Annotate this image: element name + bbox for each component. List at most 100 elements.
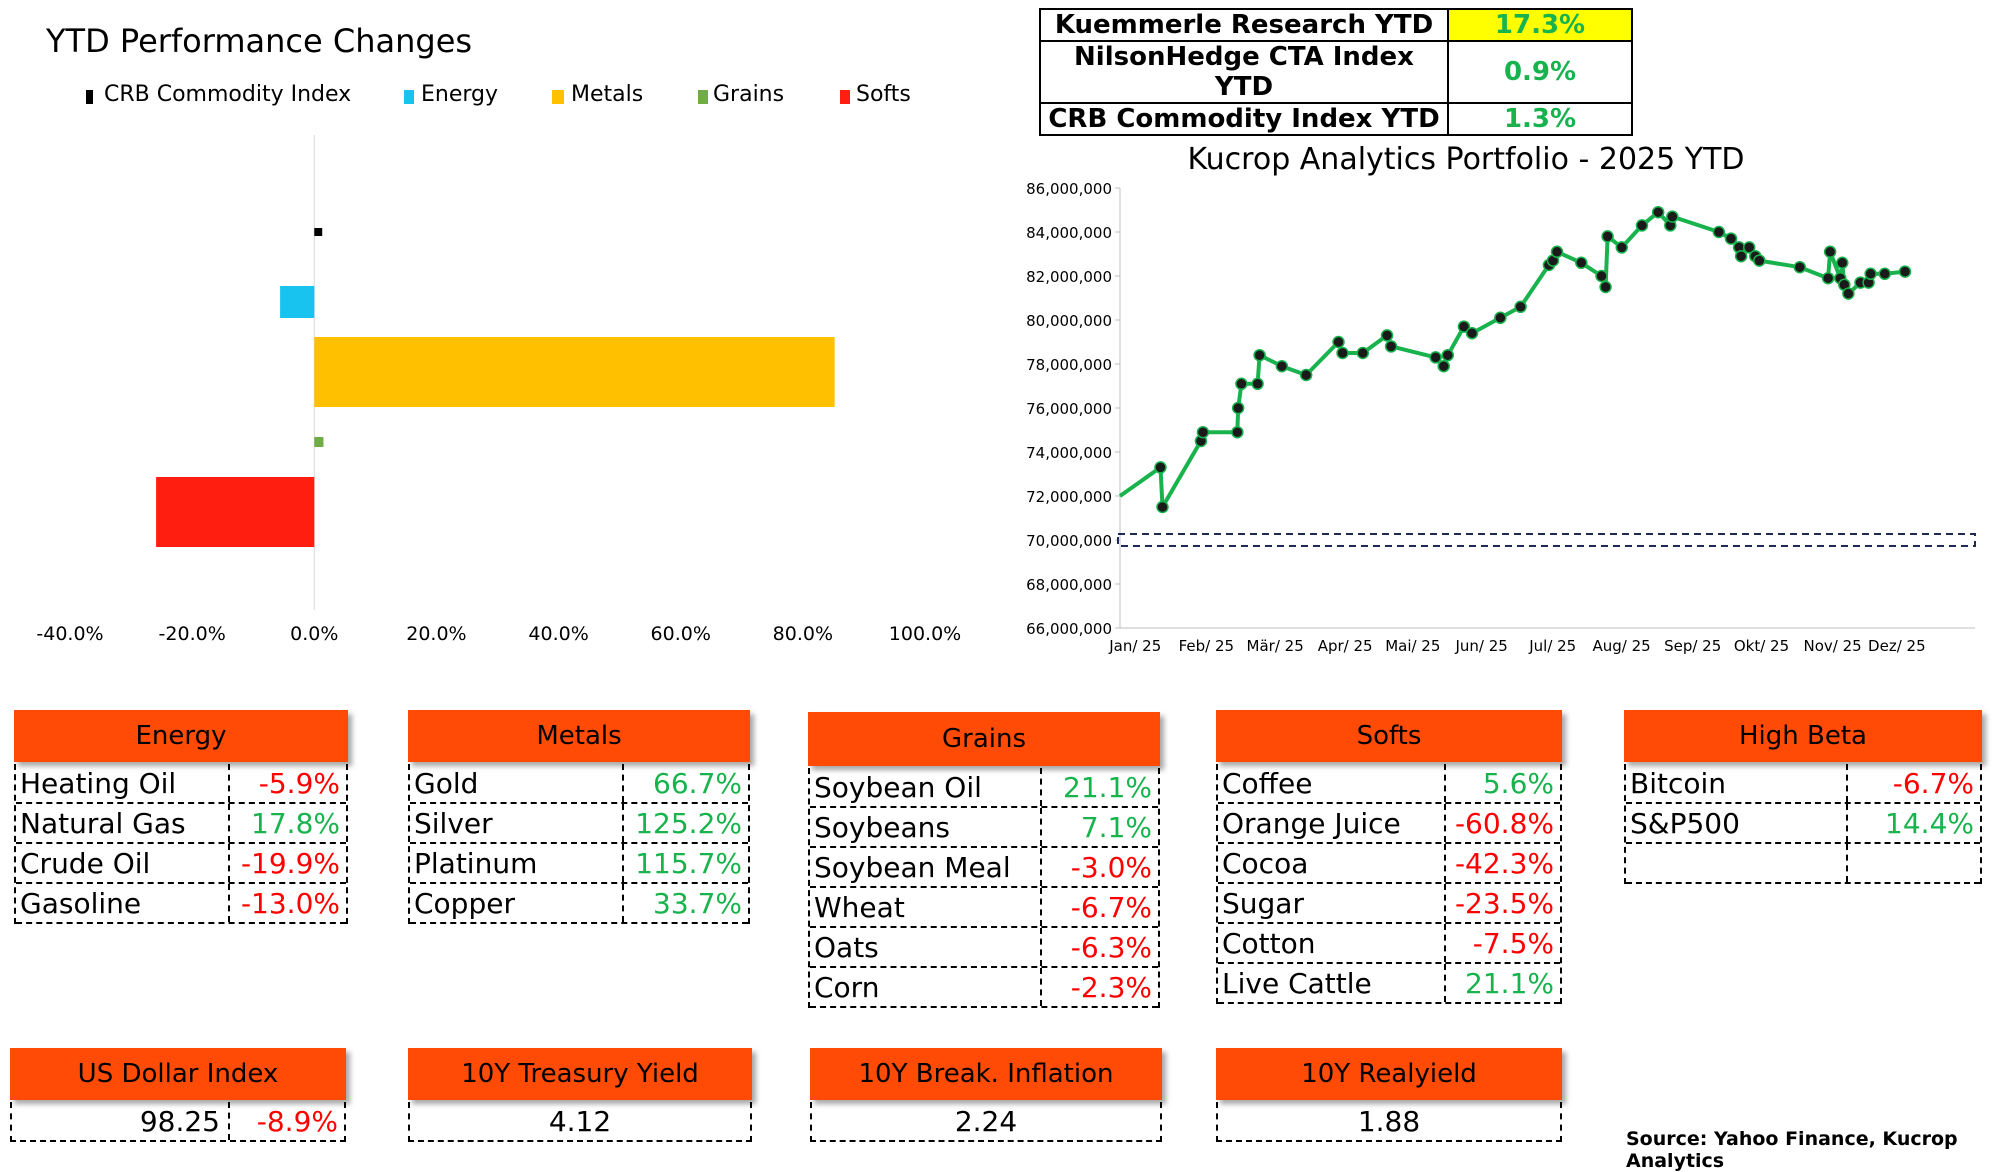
- legend-swatch-grains: [698, 90, 708, 104]
- data-point: [1384, 340, 1398, 353]
- commodity-name: Coffee: [1218, 764, 1446, 802]
- data-point: [1441, 348, 1455, 362]
- commodity-name: Gold: [410, 764, 624, 802]
- commodity-change: 7.1%: [1080, 810, 1152, 844]
- data-point: [1635, 219, 1649, 232]
- commodity-change: 17.8%: [251, 806, 340, 840]
- table-row: Soybeans 7.1%: [810, 808, 1158, 848]
- table-row: S&P500 14.4%: [1626, 804, 1980, 844]
- ytd-performance-title: YTD Performance Changes: [46, 22, 473, 60]
- x-tick-label: Apr/ 25: [1318, 637, 1373, 655]
- portfolio-chart-title: Kucrop Analytics Portfolio - 2025 YTD: [1187, 142, 1745, 177]
- x-tick-label: Dez/ 25: [1868, 637, 1926, 655]
- data-point: [1251, 377, 1264, 391]
- x-tick-label: 0.0%: [290, 623, 338, 645]
- ytd-value-crb: 1.3%: [1447, 102, 1633, 136]
- table-row: Cocoa -42.3%: [1218, 844, 1560, 884]
- y-tick-label: 78,000,000: [1026, 356, 1112, 374]
- table-row: Wheat -6.7%: [810, 888, 1158, 928]
- data-point: [1154, 461, 1167, 474]
- data-point: [1601, 230, 1614, 243]
- table-row: Natural Gas 17.8%: [16, 804, 346, 844]
- commodity-name: Soybean Meal: [810, 848, 1042, 886]
- table-row: Sugar -23.5%: [1218, 884, 1560, 924]
- x-tick-label: Mär/ 25: [1247, 637, 1304, 655]
- commodity-change: 21.1%: [1465, 966, 1554, 1000]
- commodity-name: Silver: [410, 804, 624, 842]
- commodity-name: Orange Juice: [1218, 804, 1446, 842]
- commodity-change: -60.8%: [1454, 806, 1554, 840]
- y-tick-label: 82,000,000: [1026, 268, 1112, 286]
- commodity-name: Wheat: [810, 888, 1042, 926]
- bar-energy: [280, 286, 315, 318]
- legend-label: Energy: [421, 82, 499, 107]
- realyield-value-row: 1.88: [1216, 1102, 1562, 1142]
- y-tick-label: 72,000,000: [1026, 488, 1112, 506]
- data-point: [1724, 232, 1738, 245]
- bar-softs: [156, 477, 315, 547]
- commodity-name: Gasoline: [16, 884, 230, 922]
- energy-header: Energy: [14, 710, 348, 762]
- x-tick-label: Jun/ 25: [1454, 637, 1507, 655]
- y-tick-label: 70,000,000: [1026, 532, 1112, 550]
- data-point: [1299, 368, 1313, 382]
- data-point: [1599, 280, 1612, 294]
- y-tick-label: 84,000,000: [1026, 224, 1112, 242]
- commodity-change: -6.7%: [1070, 890, 1152, 924]
- table-row: Bitcoin -6.7%: [1626, 764, 1980, 804]
- commodity-name: Copper: [410, 884, 624, 922]
- legend-swatch-softs: [840, 90, 850, 104]
- asset-name: S&P500: [1626, 804, 1848, 842]
- data-point: [1575, 256, 1588, 270]
- high-beta-rows: Bitcoin -6.7% S&P500 14.4%: [1624, 764, 1982, 884]
- table-row: Orange Juice -60.8%: [1218, 804, 1560, 844]
- grains-rows: Soybean Oil 21.1% Soybeans 7.1% Soybean Me…: [808, 768, 1160, 1008]
- metals-rows: Gold 66.7% Silver 125.2% Platinum 115.7% Co…: [408, 764, 750, 924]
- legend-swatch-energy: [404, 90, 414, 104]
- ytd-summary-table: Kuemmerle Research YTD 17.3% NilsonHedge…: [1039, 8, 1633, 136]
- table-row: Platinum 115.7%: [410, 844, 748, 884]
- data-point: [1666, 210, 1679, 223]
- break-inflation-header: 10Y Break. Inflation: [810, 1048, 1162, 1100]
- softs-table: Softs Coffee 5.6% Orange Juice -60.8% Coco…: [1216, 710, 1562, 1004]
- data-point: [1380, 329, 1394, 342]
- data-point: [1494, 311, 1507, 325]
- x-tick-label: Feb/ 25: [1179, 637, 1234, 655]
- high-beta-header: High Beta: [1624, 710, 1982, 762]
- data-point: [1878, 267, 1892, 281]
- commodity-name: Sugar: [1218, 884, 1446, 922]
- treasury-yield-value: 4.12: [548, 1104, 612, 1138]
- left-chart-legend: CRB Commodity Index Energy Metals Grains…: [86, 82, 946, 112]
- data-point: [1336, 346, 1349, 360]
- us-dollar-index-header: US Dollar Index: [10, 1048, 346, 1100]
- ytd-label-crb: CRB Commodity Index YTD: [1039, 102, 1449, 136]
- table-row: Silver 125.2%: [410, 804, 748, 844]
- x-tick-label: 100.0%: [889, 623, 961, 645]
- ytd-label-nilsonhedge: NilsonHedge CTA Index YTD: [1039, 40, 1449, 104]
- commodity-change: -5.9%: [258, 766, 340, 800]
- data-point: [1332, 335, 1345, 349]
- asset-name: [1626, 844, 1848, 882]
- commodity-name: Crude Oil: [16, 844, 230, 882]
- treasury-yield-header: 10Y Treasury Yield: [408, 1048, 752, 1100]
- x-tick-label: Okt/ 25: [1734, 637, 1789, 655]
- bar-metals: [314, 337, 835, 407]
- legend-label: Softs: [856, 82, 911, 107]
- table-row: NilsonHedge CTA Index YTD 0.9%: [1039, 40, 1633, 104]
- table-row: [1626, 844, 1980, 884]
- data-point: [1821, 271, 1835, 285]
- asset-change: 14.4%: [1885, 806, 1974, 840]
- y-tick-label: 76,000,000: [1026, 400, 1112, 418]
- table-row: Cotton -7.5%: [1218, 924, 1560, 964]
- source-note: Source: Yahoo Finance, Kucrop Analytics: [1626, 1128, 1958, 1172]
- ytd-value-kuemmerle: 17.3%: [1447, 8, 1633, 42]
- reference-line: [1117, 533, 1976, 547]
- data-point: [1429, 351, 1442, 364]
- data-point: [1437, 359, 1450, 373]
- table-row: Gasoline -13.0%: [16, 884, 346, 924]
- break-inflation-value-row: 2.24: [810, 1102, 1162, 1142]
- y-tick-label: 66,000,000: [1026, 620, 1112, 638]
- data-point: [1514, 300, 1527, 314]
- x-tick-label: -40.0%: [36, 623, 103, 645]
- legend-label: Metals: [571, 82, 644, 107]
